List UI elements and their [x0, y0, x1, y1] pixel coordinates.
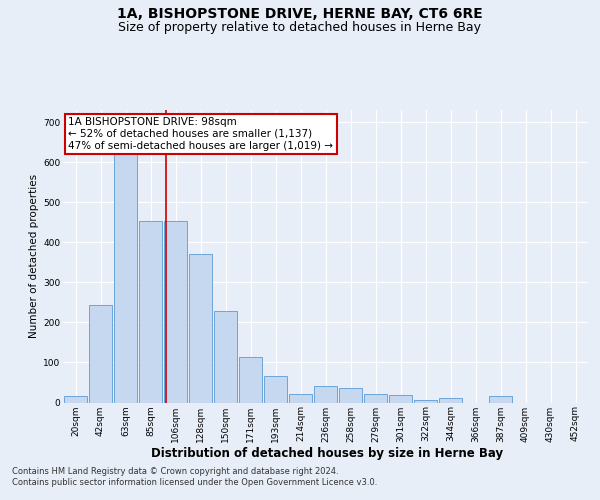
Text: 1A, BISHOPSTONE DRIVE, HERNE BAY, CT6 6RE: 1A, BISHOPSTONE DRIVE, HERNE BAY, CT6 6R… [117, 8, 483, 22]
Bar [489, 396, 512, 402]
Y-axis label: Number of detached properties: Number of detached properties [29, 174, 39, 338]
Bar [264, 376, 287, 402]
Bar [339, 388, 362, 402]
Bar [389, 396, 412, 402]
Bar [314, 386, 337, 402]
Bar [189, 254, 212, 402]
Text: Distribution of detached houses by size in Herne Bay: Distribution of detached houses by size … [151, 448, 503, 460]
Bar [64, 396, 87, 402]
Bar [89, 305, 112, 402]
Bar [439, 398, 462, 402]
Bar [364, 394, 387, 402]
Bar [139, 221, 162, 402]
Bar [164, 221, 187, 402]
Bar [114, 144, 137, 403]
Text: 1A BISHOPSTONE DRIVE: 98sqm
← 52% of detached houses are smaller (1,137)
47% of : 1A BISHOPSTONE DRIVE: 98sqm ← 52% of det… [68, 118, 333, 150]
Bar [414, 400, 437, 402]
Text: Size of property relative to detached houses in Herne Bay: Size of property relative to detached ho… [119, 21, 482, 34]
Bar [289, 394, 312, 402]
Bar [214, 311, 237, 402]
Bar [239, 357, 262, 403]
Text: Contains HM Land Registry data © Crown copyright and database right 2024.
Contai: Contains HM Land Registry data © Crown c… [12, 468, 377, 487]
